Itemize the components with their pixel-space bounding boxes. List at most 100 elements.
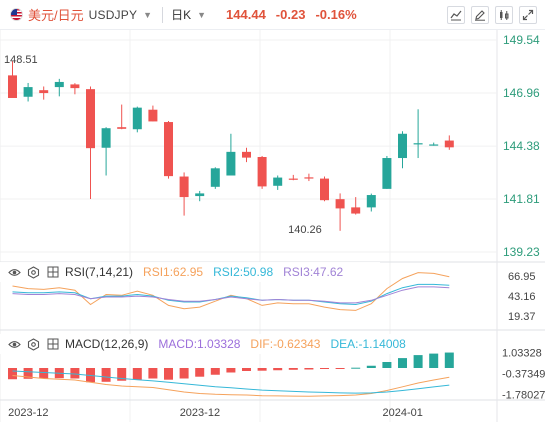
macd-histogram-bar	[304, 368, 314, 370]
candle-body	[39, 90, 49, 94]
period-chevron-down-icon[interactable]: ▼	[197, 9, 207, 20]
candle-body	[273, 177, 283, 186]
toolbar-icons	[447, 6, 537, 24]
macd-settings-icon[interactable]	[27, 337, 40, 351]
candle-body	[242, 151, 251, 158]
candle-body	[86, 89, 95, 149]
macd-histogram-bar	[398, 358, 407, 368]
macd-histogram-bar	[39, 368, 49, 379]
macd-histogram-bar	[23, 368, 33, 379]
dif-value: DIF:-0.62343	[250, 337, 321, 351]
high-price-label: 148.51	[4, 54, 38, 66]
candle-body	[23, 87, 33, 97]
rsi-name: RSI(7,14,21)	[65, 265, 134, 279]
macd-histogram-bar	[70, 368, 80, 379]
edit-icon[interactable]	[471, 6, 489, 24]
chevron-down-icon[interactable]: ▼	[143, 9, 153, 20]
dea-value: DEA:-1.14008	[330, 337, 406, 351]
macd-histogram-bar	[382, 362, 392, 368]
rsi-axis-label: 43.16	[508, 291, 536, 303]
candle-body	[210, 168, 220, 187]
candle-body	[304, 177, 314, 179]
macd-histogram-bar	[366, 365, 376, 368]
candle-body	[164, 122, 173, 177]
macd-axis-label: -0.37349	[502, 369, 545, 381]
macd-histogram-bar	[335, 368, 345, 369]
rsi1-value: RSI1:62.95	[143, 265, 204, 279]
macd-name: MACD(12,26,9)	[65, 337, 149, 351]
candle-body	[101, 128, 111, 148]
settings-icon[interactable]	[27, 265, 40, 279]
candle-body	[366, 195, 376, 208]
last-price: 144.44	[226, 7, 266, 22]
macd-histogram-bar	[164, 368, 173, 380]
line-draw-icon[interactable]	[447, 6, 465, 24]
macd-histogram-bar	[8, 368, 17, 380]
macd-histogram-bar	[195, 368, 205, 377]
rsi3-value: RSI3:47.62	[283, 265, 344, 279]
macd-grid-icon[interactable]	[46, 338, 59, 351]
macd-histogram-bar	[242, 368, 251, 371]
macd-histogram-bar	[101, 368, 111, 382]
pair-code[interactable]: USDJPY	[88, 7, 138, 22]
grid-icon[interactable]	[46, 266, 59, 279]
price-axis-label: 146.96	[503, 86, 540, 100]
macd-axis-label: -1.78027	[502, 390, 545, 402]
candle-body	[132, 107, 142, 130]
pair-name[interactable]: 美元/日元	[28, 8, 84, 23]
price-axis-label: 149.54	[503, 33, 540, 47]
rsi2-value: RSI2:50.98	[213, 265, 274, 279]
rsi-header: RSI(7,14,21) RSI1:62.95 RSI2:50.98 RSI3:…	[0, 262, 380, 282]
x-axis-label: 2024-01	[383, 407, 423, 419]
quote-toolbar: 美元/日元 USDJPY ▼ 日K ▼ 144.44 -0.23 -0.16%	[0, 0, 545, 30]
macd-histogram-bar	[226, 368, 236, 373]
candle-body	[288, 178, 298, 180]
candle-body	[257, 157, 267, 187]
macd-histogram-bar	[413, 355, 423, 368]
price-axis-label: 141.81	[503, 192, 540, 206]
bar-style-icon[interactable]	[495, 6, 513, 24]
low-price-label: 140.26	[288, 224, 322, 236]
macd-histogram-bar	[179, 368, 189, 379]
x-axis-label: 2023-12	[180, 407, 220, 419]
period-selector[interactable]: 日K	[171, 8, 192, 22]
rsi-axis-label: 19.37	[508, 311, 536, 323]
macd-histogram-bar	[320, 368, 329, 369]
candle-body	[179, 176, 189, 198]
macd-value: MACD:1.03328	[158, 337, 241, 351]
candle-body	[382, 158, 392, 189]
candle-body	[444, 140, 454, 148]
rsi3-line	[12, 286, 450, 304]
eye-icon[interactable]	[8, 266, 21, 279]
macd-histogram-bar	[273, 368, 283, 371]
candle-body	[54, 81, 64, 88]
price-change-pct: -0.16%	[315, 7, 357, 22]
candle-body	[70, 84, 80, 89]
candle-body	[351, 207, 361, 214]
macd-histogram-bar	[288, 368, 298, 370]
macd-histogram-bar	[132, 368, 142, 380]
divider	[162, 6, 164, 23]
fullscreen-icon[interactable]	[519, 6, 537, 24]
macd-histogram-bar	[257, 368, 267, 371]
candle-body	[8, 75, 17, 98]
price-axis-label: 144.38	[503, 139, 540, 153]
macd-histogram-bar	[117, 368, 127, 381]
macd-histogram-bar	[444, 352, 454, 368]
candle-body	[429, 144, 439, 146]
rsi2-line	[12, 283, 450, 306]
dea-line	[12, 370, 450, 394]
candle-body	[398, 133, 407, 159]
candle-body	[117, 127, 127, 129]
candle-body	[195, 193, 205, 197]
candle-body	[226, 151, 236, 176]
price-change: -0.23	[275, 7, 306, 22]
macd-histogram-bar	[351, 367, 361, 369]
us-flag-icon	[10, 8, 23, 21]
macd-histogram-bar	[429, 353, 439, 368]
x-axis-label: 2023-12	[8, 407, 48, 419]
macd-eye-icon[interactable]	[8, 338, 21, 351]
candle-body	[320, 178, 329, 201]
macd-histogram-bar	[148, 368, 158, 379]
